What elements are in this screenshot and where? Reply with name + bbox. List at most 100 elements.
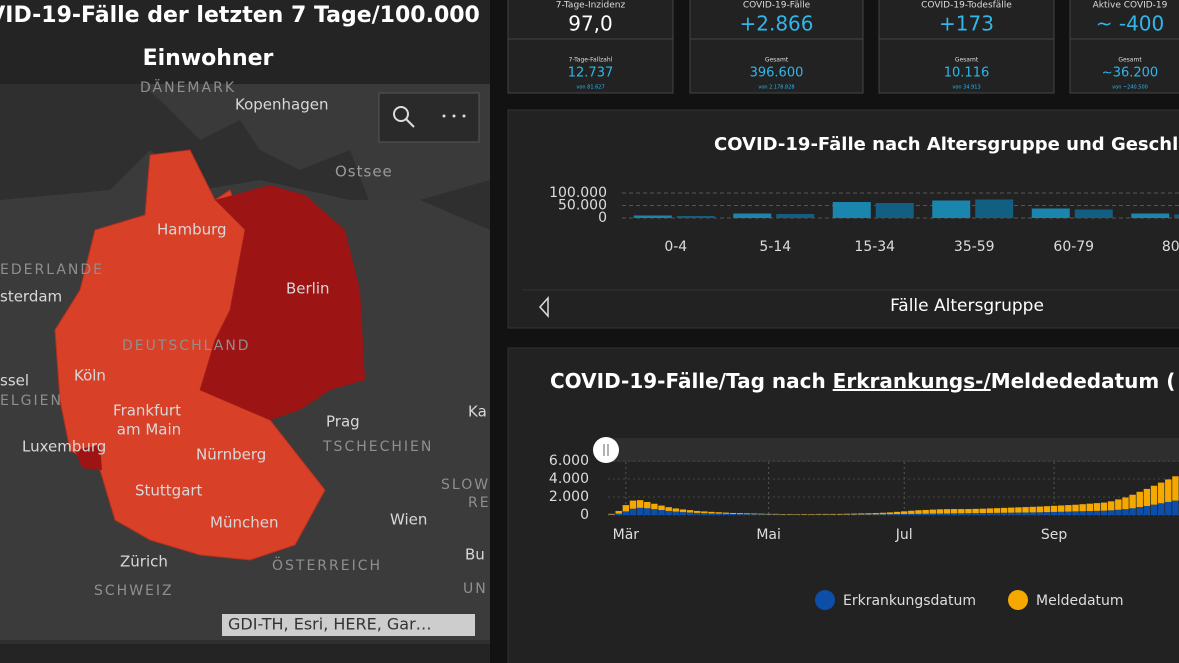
slider-handle[interactable] [593,437,619,463]
card [1069,0,1179,94]
card-sub-value: 396.600 [750,66,804,81]
x-tick-label: 0-4 [664,239,687,255]
bar [829,513,837,515]
bar [686,510,694,513]
map-title: OVID-19-Fälle der letzten 7 Tage/100.000 [0,3,480,28]
bar [665,510,672,515]
bar [965,513,972,515]
bar [1029,512,1036,515]
bar [929,513,936,515]
bar [950,509,958,514]
bar [1079,504,1086,512]
bar [851,513,858,515]
card-sub-value: 10.116 [944,66,990,81]
map-label: Bu [465,546,485,564]
map-label: am Main [117,421,181,439]
bar [986,508,994,513]
bar [1072,504,1079,512]
search-button[interactable] [393,106,415,128]
bar [979,508,986,514]
bar [633,215,672,218]
card-value: 97,0 [568,12,613,36]
bar [736,513,744,515]
bar [1050,511,1058,515]
attribution-bg [222,614,475,636]
bar [743,514,751,515]
bar [1079,511,1086,515]
y-tick-label: 0 [580,507,589,523]
map-label: Wien [390,511,427,529]
bar [1165,479,1172,502]
bar [651,509,658,515]
map-label: Hamburg [157,221,227,239]
bar [615,510,622,514]
map-label: München [210,514,278,532]
map-label: DÄNEMARK [140,78,236,96]
scroll-left[interactable] [538,296,549,318]
bar [1143,506,1151,515]
x-tick-label: Jul [895,527,913,543]
bar [950,513,958,515]
bar [932,200,971,218]
card-note: von 34.913 [952,85,980,91]
bar [1008,512,1015,515]
bar [1093,503,1101,511]
bar [872,513,879,515]
bar [1015,507,1022,513]
card-value: +2.866 [739,12,813,36]
map-label: Kopenhagen [235,96,328,114]
bar [1115,509,1122,515]
bar [936,513,944,515]
map-label: Ka [468,403,487,421]
bar [872,514,879,515]
bar [729,514,737,515]
bar [943,509,951,514]
map-label: Luxemburg [22,438,106,456]
bar [858,514,865,515]
bar [776,214,815,218]
bar [1100,510,1108,515]
bar [1065,511,1072,515]
bar [1031,208,1070,218]
bar [886,514,894,515]
card-sub-value: 12.737 [568,66,614,81]
bar [779,514,787,515]
bar [1000,507,1008,513]
card-title: 7-Tage-Inzidenz [556,1,626,11]
bar [629,508,637,515]
region-east [200,185,365,420]
x-tick-label: 15-34 [854,239,895,255]
more-button[interactable] [442,114,466,118]
bar [893,514,901,515]
bar [915,513,922,515]
bar [708,511,715,514]
map-title: Einwohner [143,46,274,71]
map-label: TSCHECHIEN [322,439,433,455]
title-part: COVID-19-Fälle/Tag nach [550,369,833,393]
card [507,0,674,94]
title-part[interactable]: Erkrankungs-/ [833,369,992,393]
card-title: COVID-19-Todesfälle [921,1,1012,11]
bar [715,513,722,515]
card-title: COVID-19-Fälle [743,1,811,11]
bar [875,203,914,218]
bar [993,512,1001,515]
bar [1107,510,1115,515]
bar [676,216,715,218]
bar [1072,511,1079,515]
map-label: EDERLANDE [0,262,104,278]
map-label: ELGIEN [0,393,63,409]
bar [1157,482,1165,504]
bar [658,505,665,511]
bar [743,513,751,515]
bar [694,512,701,515]
land [0,84,490,230]
bar [915,510,922,514]
bar [908,510,915,514]
y-tick-label: 2.000 [549,489,589,505]
bar [936,509,944,514]
x-tick-label: 60-79 [1053,239,1094,255]
bar [1043,512,1051,515]
bar [1086,503,1093,512]
